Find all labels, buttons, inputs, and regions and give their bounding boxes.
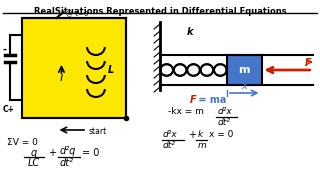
Text: C+: C+ xyxy=(2,105,14,114)
Text: m: m xyxy=(197,141,206,150)
Text: F: F xyxy=(189,95,196,105)
Text: = ma: = ma xyxy=(196,95,227,105)
Text: d²x: d²x xyxy=(217,107,232,116)
Text: ΣV = 0: ΣV = 0 xyxy=(7,138,38,147)
Text: m: m xyxy=(238,65,250,75)
Text: k: k xyxy=(186,27,193,37)
Bar xyxy=(22,18,125,118)
Text: start: start xyxy=(89,127,107,136)
Text: i: i xyxy=(60,71,63,84)
Text: dt²: dt² xyxy=(60,158,74,168)
Bar xyxy=(227,55,261,85)
Text: @ t=0: @ t=0 xyxy=(66,11,89,17)
Text: d²q: d²q xyxy=(60,146,76,156)
Text: q: q xyxy=(31,148,37,158)
Text: x: x xyxy=(241,81,247,91)
Text: L: L xyxy=(108,65,114,75)
Text: dt²: dt² xyxy=(217,118,230,127)
Text: RealSituations Represented in Differential Equations: RealSituations Represented in Differenti… xyxy=(34,7,286,16)
Text: d²x: d²x xyxy=(163,130,178,139)
Text: k: k xyxy=(197,130,203,139)
Text: dt²: dt² xyxy=(163,141,176,150)
Text: x = 0: x = 0 xyxy=(209,130,234,139)
Text: = 0: = 0 xyxy=(82,148,100,158)
Text: -: - xyxy=(2,45,6,55)
Text: +: + xyxy=(188,130,196,140)
Text: F: F xyxy=(305,58,311,68)
Text: +: + xyxy=(48,148,56,158)
Text: LC: LC xyxy=(28,158,40,168)
Text: -kx = m: -kx = m xyxy=(168,107,204,116)
